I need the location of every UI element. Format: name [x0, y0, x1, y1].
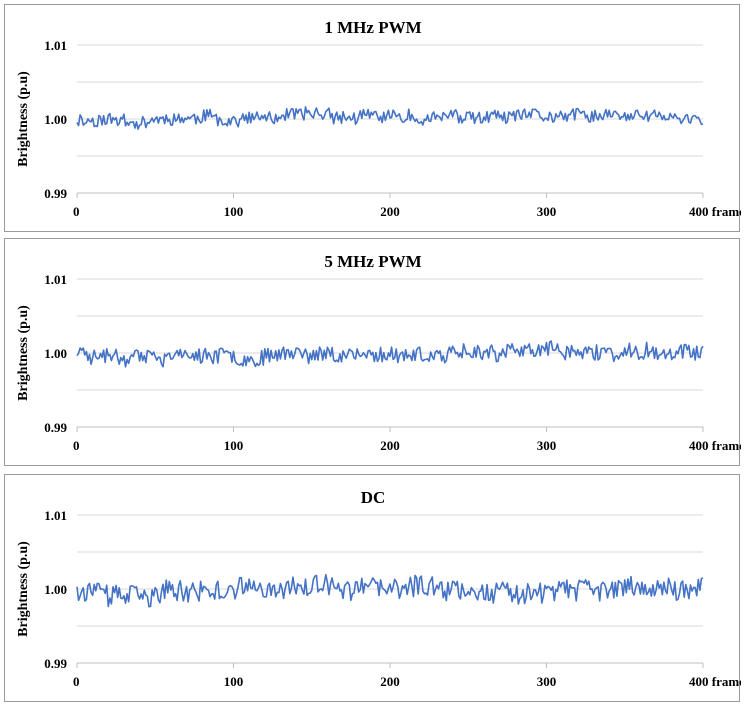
- chart-3-y-tick-label: 0.99: [44, 656, 67, 671]
- chart-1-y-tick-label: 1.01: [44, 38, 67, 53]
- chart-1-y-axis-label: Brightness (p.u): [16, 71, 31, 167]
- chart-1-x-tick-label: 100: [224, 204, 244, 219]
- chart-1-x-tick-label: 200: [380, 204, 400, 219]
- chart-1-title: 1 MHz PWM: [324, 18, 421, 37]
- chart-3-y-tick-label: 1.00: [44, 582, 67, 597]
- chart-1-x-tick-label: 400 frame: [689, 204, 741, 219]
- chart-3-svg: DC 1.01 1.00 0.99 0 100 200 300 400 frame Brightn…: [16, 488, 741, 689]
- chart-1-x-tick-label: 300: [537, 204, 557, 219]
- chart-2-x-tick-label: 100: [224, 438, 244, 453]
- chart-2-x-tick-label: 300: [537, 438, 557, 453]
- chart-2-title: 5 MHz PWM: [324, 252, 421, 271]
- chart-1-y-tick-label: 1.00: [44, 112, 67, 127]
- chart-3-y-axis-label: Brightness (p.u): [16, 541, 31, 637]
- chart-2-series-line: [76, 340, 704, 368]
- chart-3-title: DC: [361, 488, 386, 507]
- chart-2-svg: 5 MHz PWM 1.01 1.00 0.99 0 100 200 300 400 frame…: [16, 252, 741, 453]
- chart-panel-3: DC 1.01 1.00 0.99 0 100 200 300 400 frame Brightn…: [4, 474, 741, 702]
- chart-panel-1: 1 MHz PWM 1.01 1.00 0.99 0 100 200 300 400 frame…: [4, 4, 741, 232]
- chart-3-x-tick-label: 200: [380, 674, 400, 689]
- chart-1-series-line: [76, 106, 704, 130]
- chart-1-x-tick-label: 0: [73, 204, 80, 219]
- chart-2-x-tick-label: 200: [380, 438, 400, 453]
- chart-3-x-tick-label: 400 frame: [689, 674, 741, 689]
- chart-2-y-tick-label: 1.00: [44, 346, 67, 361]
- chart-3-series-line: [76, 573, 704, 608]
- chart-2-y-tick-label: 0.99: [44, 420, 67, 435]
- chart-3-x-tick-label: 300: [537, 674, 557, 689]
- chart-3-y-tick-label: 1.01: [44, 508, 67, 523]
- chart-panel-2: 5 MHz PWM 1.01 1.00 0.99 0 100 200 300 400 frame…: [4, 238, 741, 466]
- chart-2-x-tick-label: 0: [73, 438, 80, 453]
- chart-1-svg: 1 MHz PWM 1.01 1.00 0.99 0 100 200 300 400 frame…: [16, 18, 741, 219]
- chart-2-x-tick-label: 400 frame: [689, 438, 741, 453]
- chart-3-x-tick-label: 100: [224, 674, 244, 689]
- chart-1-y-tick-label: 0.99: [44, 186, 67, 201]
- chart-3-x-tick-label: 0: [73, 674, 80, 689]
- chart-2-y-tick-label: 1.01: [44, 272, 67, 287]
- chart-2-y-axis-label: Brightness (p.u): [16, 305, 31, 401]
